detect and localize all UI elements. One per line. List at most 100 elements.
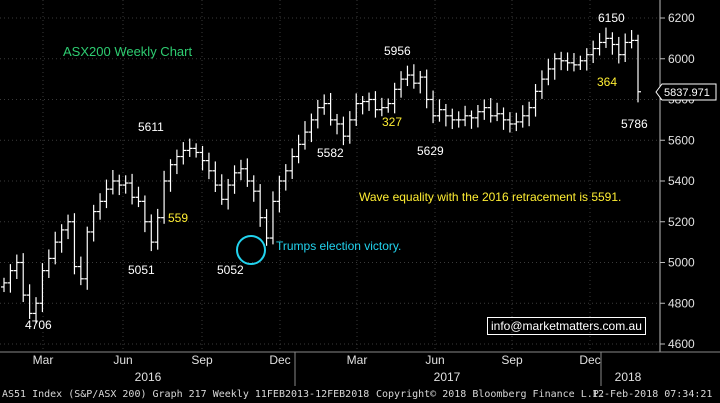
ohlc-bar [417, 70, 424, 94]
ohlc-bar [321, 94, 328, 115]
bloomberg-footer: AS51 Index (S&P/ASX 200) Graph 217 Weekl… [0, 386, 720, 403]
x-tick-label-5: Jun [425, 353, 444, 367]
y-tick-label-5600: 5600 [668, 133, 695, 147]
ohlc-bar [1, 277, 7, 293]
ohlc-bar [494, 102, 501, 122]
ohlc-bar [635, 34, 641, 103]
ohlc-bar [173, 149, 180, 175]
price-label-5786: 5786 [621, 117, 648, 131]
ohlc-bar [436, 99, 443, 122]
ohlc-bar [622, 33, 629, 63]
price-label-5052: 5052 [217, 263, 244, 277]
y-tick-label-5000: 5000 [668, 256, 695, 270]
x-tick-label-4: Mar [347, 353, 368, 367]
ohlc-bar [366, 92, 373, 111]
ohlc-bar [7, 264, 14, 293]
price-label-5051: 5051 [128, 263, 155, 277]
ohlc-bar [513, 112, 520, 132]
ohlc-bar [116, 174, 123, 196]
wave-label-364: 364 [597, 75, 617, 89]
y-tick-label-4800: 4800 [668, 296, 695, 310]
x-tick-label-7: Dec [579, 353, 600, 367]
y-axis: 460048005000520054005600580060006200 [659, 0, 695, 352]
ohlc-bar [474, 105, 481, 128]
x-tick-label-2: Sep [191, 353, 213, 367]
x-tick-label-6: Sep [501, 353, 523, 367]
ohlc-bar [423, 69, 430, 109]
ohlc-bar [231, 165, 238, 194]
ohlc-bar [257, 184, 264, 227]
price-label-5956: 5956 [384, 44, 411, 58]
ohlc-bar [263, 209, 270, 246]
ohlc-bar [615, 36, 622, 64]
price-label-4706: 4706 [25, 318, 52, 332]
ohlc-bar [340, 116, 347, 146]
price-label-6150: 6150 [598, 11, 625, 25]
ohlc-bar [289, 148, 296, 179]
y-tick-label-6000: 6000 [668, 52, 695, 66]
grid-lines [0, 0, 660, 352]
ohlc-bar [353, 93, 360, 126]
ohlc-bar [596, 33, 603, 56]
year-label-2018: 2018 [615, 370, 642, 384]
ohlc-bar [212, 161, 219, 193]
ohlc-bar [244, 158, 251, 187]
ohlc-bar [590, 40, 597, 64]
ohlc-bar [13, 254, 20, 280]
wave-equality-annotation: Wave equality with the 2016 retracement … [359, 190, 621, 204]
ohlc-bar [186, 138, 193, 157]
ohlc-bar [545, 58, 552, 86]
chart-title: ASX200 Weekly Chart [63, 44, 192, 59]
ohlc-bar [122, 175, 129, 194]
ohlc-bar [141, 195, 148, 233]
ohlc-bar [500, 107, 507, 130]
ohlc-bar [52, 231, 59, 265]
ohlc-bar [77, 256, 84, 286]
ohlc-bar [628, 30, 635, 49]
ohlc-bar [39, 263, 46, 313]
footer-copyright: Copyright© 2018 Bloomberg Finance L.P. [376, 389, 605, 400]
ohlc-bar [359, 96, 366, 115]
ohlc-bar [449, 108, 456, 130]
price-bars [1, 27, 641, 324]
ohlc-bar [346, 111, 353, 144]
ohlc-bar [398, 71, 405, 98]
election-circle [236, 235, 266, 265]
ohlc-bar [327, 92, 334, 126]
ohlc-bar [404, 65, 411, 87]
ohlc-bar [430, 90, 437, 124]
ohlc-bar [455, 111, 462, 128]
election-annotation: Trumps election victory. [276, 239, 401, 253]
ohlc-bar [577, 55, 584, 70]
ohlc-bar [487, 98, 494, 123]
ohlc-bar [308, 113, 315, 143]
ohlc-bar [583, 48, 590, 71]
x-tick-label-0: Mar [33, 353, 54, 367]
ohlc-bar [334, 113, 341, 135]
ohlc-bar [468, 110, 475, 129]
ohlc-bar [532, 84, 539, 117]
ohlc-bar [481, 99, 488, 120]
ohlc-bar [564, 52, 571, 71]
ohlc-bar [558, 51, 565, 71]
ohlc-bar [71, 213, 78, 275]
y-tick-label-5200: 5200 [668, 215, 695, 229]
ohlc-bar [378, 97, 385, 117]
price-label-5629: 5629 [417, 144, 444, 158]
ohlc-bar [84, 226, 91, 290]
ohlc-bar [97, 193, 104, 220]
y-tick-label-6200: 6200 [668, 11, 695, 25]
price-label-5611: 5611 [138, 120, 164, 134]
wave-label-559: 559 [168, 211, 188, 225]
ohlc-bar [33, 297, 40, 324]
footer-timestamp: 12-Feb-2018 07:34:21 [592, 389, 713, 400]
ohlc-bar [90, 204, 97, 242]
ohlc-bar [282, 164, 289, 191]
ohlc-bar [193, 143, 200, 158]
ohlc-bar [218, 174, 225, 205]
ohlc-bar [609, 32, 616, 55]
ohlc-bar [372, 91, 379, 118]
ohlc-bar [506, 112, 513, 133]
ohlc-bar [199, 145, 206, 171]
ohlc-bar [129, 173, 136, 205]
